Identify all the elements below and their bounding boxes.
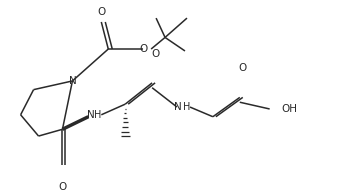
Text: OH: OH: [282, 104, 298, 114]
Text: N: N: [174, 102, 182, 112]
Text: O: O: [151, 49, 159, 59]
Text: O: O: [238, 63, 247, 73]
Text: N: N: [87, 110, 95, 120]
Text: O: O: [139, 44, 147, 54]
Text: O: O: [97, 7, 105, 17]
Text: O: O: [58, 182, 66, 192]
Text: H: H: [183, 102, 191, 112]
Text: N: N: [69, 76, 76, 86]
Text: H: H: [94, 110, 101, 120]
